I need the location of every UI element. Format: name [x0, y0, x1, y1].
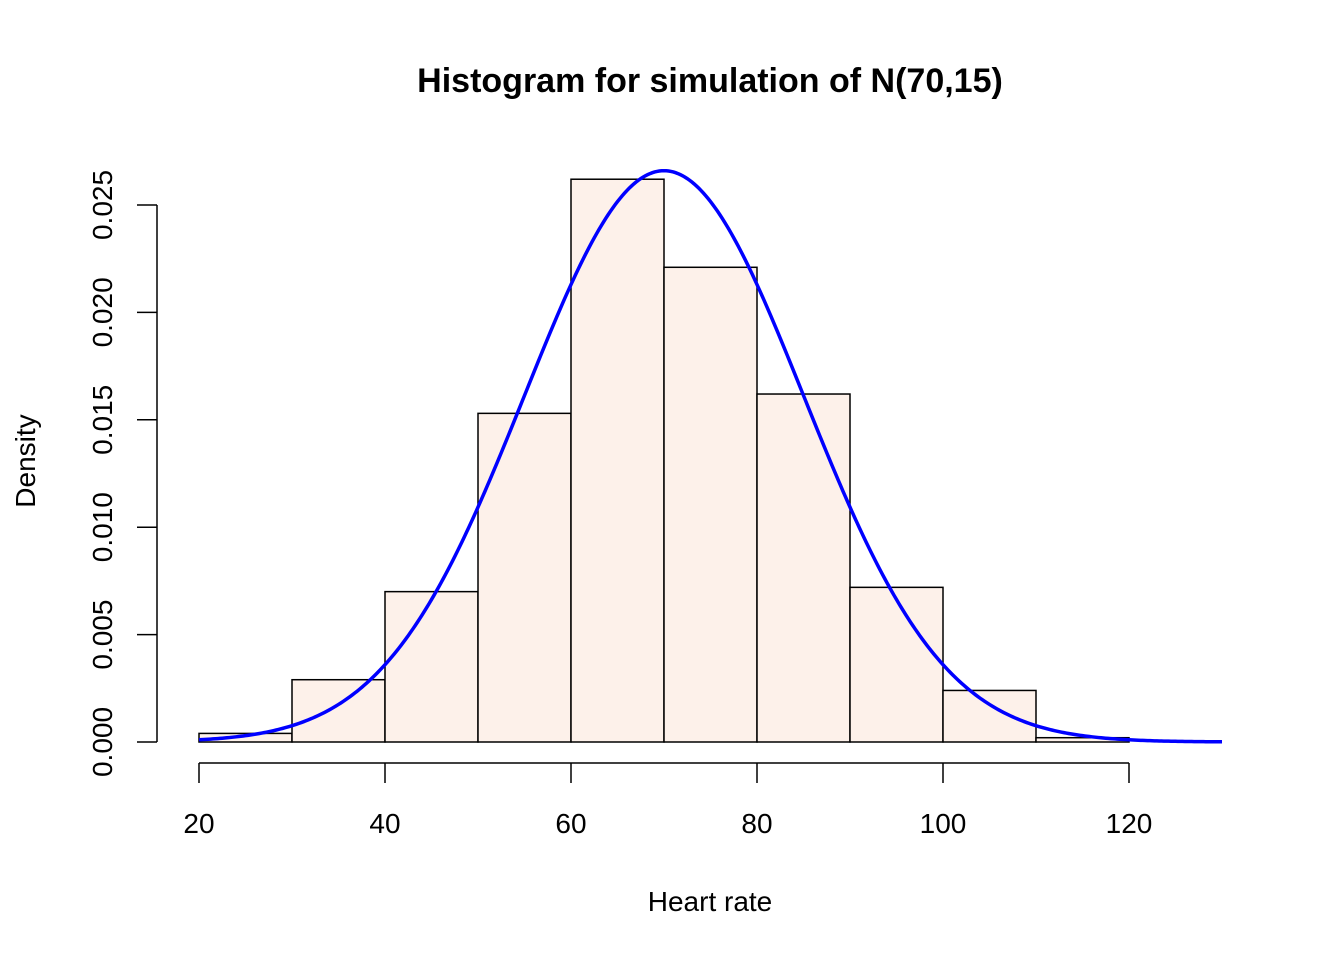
- y-tick-label: 0.025: [87, 170, 118, 240]
- histogram-bar-90-100: [849, 586, 944, 743]
- x-axis: 20 40 60 80 100 120: [183, 762, 1153, 839]
- histogram-bar-50-60: [477, 412, 572, 743]
- histogram-bar-60-70: [570, 178, 665, 743]
- normal-density-curve: [198, 168, 1223, 744]
- x-axis-label: Heart rate: [648, 886, 773, 917]
- x-tick-label: 40: [369, 808, 400, 839]
- y-tick-label: 0.020: [87, 277, 118, 347]
- x-tick-label: 80: [741, 808, 772, 839]
- histogram-bar-70-80: [663, 266, 758, 743]
- chart-title: Histogram for simulation of N(70,15): [417, 62, 1003, 100]
- histogram-bar-100-110: [942, 689, 1037, 743]
- x-tick-label: 100: [920, 808, 967, 839]
- histogram-bars: [198, 178, 1130, 743]
- y-axis-label: Density: [10, 414, 41, 507]
- histogram-bar-80-90: [756, 393, 851, 743]
- y-tick-label: 0.005: [87, 600, 118, 670]
- histogram-bar-30-40: [291, 678, 386, 743]
- x-tick-label: 20: [183, 808, 214, 839]
- x-tick-label: 120: [1106, 808, 1153, 839]
- y-tick-label: 0.015: [87, 385, 118, 455]
- y-tick-label: 0.000: [87, 707, 118, 777]
- x-tick-label: 60: [555, 808, 586, 839]
- y-axis: 0.000 0.005 0.010 0.015 0.020 0.025: [87, 170, 158, 777]
- y-tick-label: 0.010: [87, 492, 118, 562]
- histogram-bar-40-50: [384, 590, 479, 743]
